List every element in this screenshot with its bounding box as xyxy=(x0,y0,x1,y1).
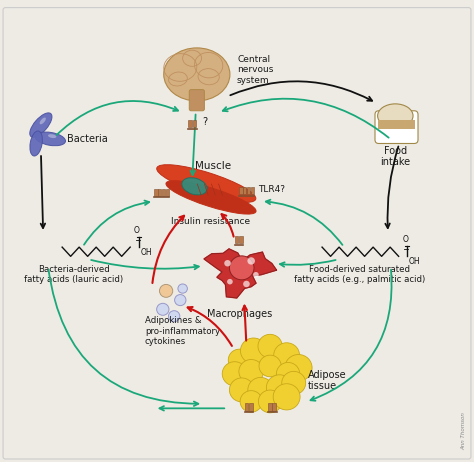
Bar xyxy=(243,187,246,194)
Bar xyxy=(249,403,253,411)
Circle shape xyxy=(243,281,250,287)
Bar xyxy=(235,236,238,243)
Ellipse shape xyxy=(30,113,52,137)
Circle shape xyxy=(174,295,186,306)
Text: Adipose
tissue: Adipose tissue xyxy=(308,370,346,391)
Bar xyxy=(188,120,192,128)
Circle shape xyxy=(247,257,255,265)
Text: O: O xyxy=(134,226,140,235)
Text: Adipokines &
pro-inflammatory
cytokines: Adipokines & pro-inflammatory cytokines xyxy=(145,316,220,346)
Text: Macrophages: Macrophages xyxy=(207,309,272,319)
FancyBboxPatch shape xyxy=(378,121,415,129)
Ellipse shape xyxy=(40,117,46,124)
Bar xyxy=(165,189,169,195)
Circle shape xyxy=(178,284,187,293)
Circle shape xyxy=(168,310,180,322)
Circle shape xyxy=(229,378,254,402)
FancyBboxPatch shape xyxy=(375,111,418,144)
Circle shape xyxy=(276,363,300,385)
Ellipse shape xyxy=(378,104,413,128)
Ellipse shape xyxy=(48,134,56,138)
Circle shape xyxy=(222,362,247,386)
Bar xyxy=(245,403,248,411)
Circle shape xyxy=(228,349,250,371)
Text: O: O xyxy=(402,235,408,244)
Text: TLR4?: TLR4? xyxy=(258,185,285,194)
Text: OH: OH xyxy=(141,248,152,257)
Circle shape xyxy=(258,334,282,358)
Bar xyxy=(239,236,243,243)
Text: Bacteria: Bacteria xyxy=(67,134,108,144)
Circle shape xyxy=(259,355,281,377)
Circle shape xyxy=(240,391,262,412)
Circle shape xyxy=(229,256,254,280)
Ellipse shape xyxy=(182,178,207,195)
Bar xyxy=(192,120,196,128)
Ellipse shape xyxy=(164,48,230,101)
Circle shape xyxy=(156,304,169,315)
Circle shape xyxy=(239,359,264,383)
Text: Food
intake: Food intake xyxy=(380,146,410,167)
Text: Ann Thomson: Ann Thomson xyxy=(461,412,466,450)
Circle shape xyxy=(266,375,292,401)
Circle shape xyxy=(282,371,306,395)
Text: Food-derived saturated
fatty acids (e.g., palmitic acid): Food-derived saturated fatty acids (e.g.… xyxy=(294,265,426,284)
Bar xyxy=(162,189,165,195)
Circle shape xyxy=(285,354,312,381)
Ellipse shape xyxy=(35,132,65,146)
Bar xyxy=(268,403,272,411)
Circle shape xyxy=(227,279,233,285)
Circle shape xyxy=(273,384,300,410)
Text: Bacteria-derived
fatty acids (lauric acid): Bacteria-derived fatty acids (lauric aci… xyxy=(24,265,124,284)
Text: ?: ? xyxy=(202,117,208,128)
Text: Insulin resistance: Insulin resistance xyxy=(172,217,251,226)
Circle shape xyxy=(258,390,282,413)
Text: Muscle: Muscle xyxy=(195,161,231,171)
Bar xyxy=(273,403,276,411)
Ellipse shape xyxy=(157,164,256,202)
Circle shape xyxy=(253,272,259,278)
Ellipse shape xyxy=(166,181,256,214)
Bar xyxy=(239,187,243,194)
Bar xyxy=(251,187,254,194)
Circle shape xyxy=(273,343,300,368)
Ellipse shape xyxy=(30,131,42,156)
Polygon shape xyxy=(204,249,276,298)
Bar xyxy=(155,189,157,195)
FancyBboxPatch shape xyxy=(189,90,204,111)
Circle shape xyxy=(240,338,266,364)
Circle shape xyxy=(159,285,173,298)
Bar xyxy=(247,187,250,194)
Circle shape xyxy=(224,260,231,267)
Text: Central
nervous
system: Central nervous system xyxy=(237,55,273,85)
Bar xyxy=(158,189,161,195)
Text: OH: OH xyxy=(409,257,420,266)
Circle shape xyxy=(248,377,273,402)
